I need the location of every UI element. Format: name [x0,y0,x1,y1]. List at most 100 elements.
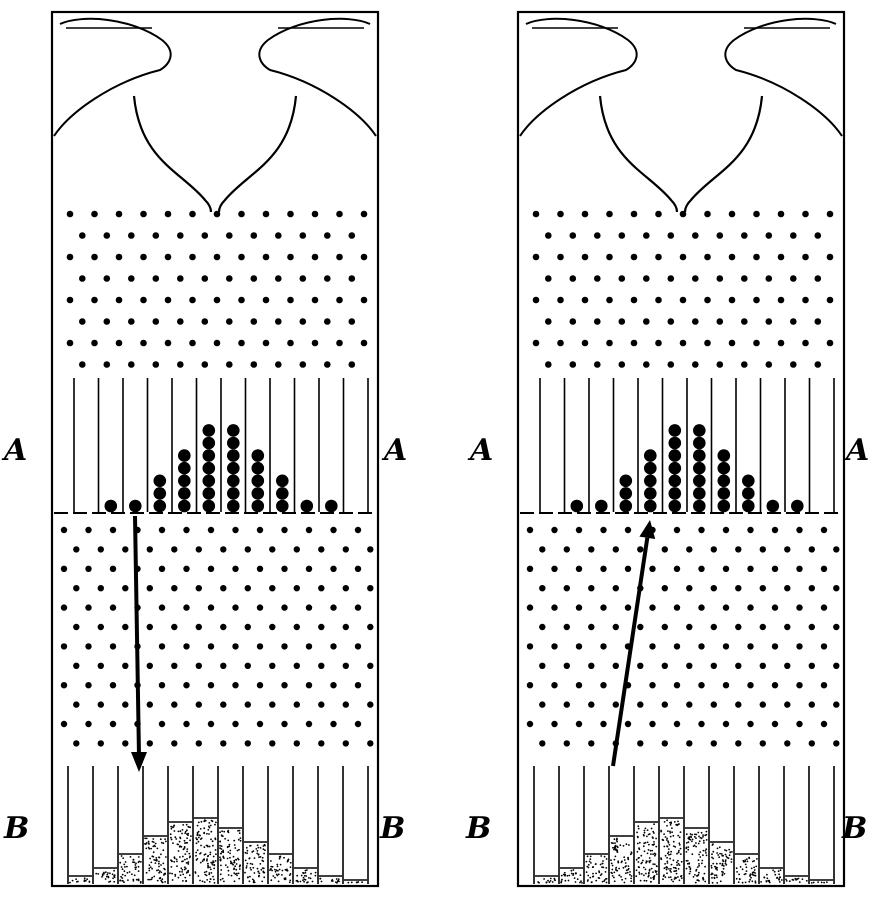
stipple [157,869,160,871]
pin [606,253,613,261]
stipple [724,859,727,862]
stipple [208,825,210,828]
pin [802,253,809,261]
pin [60,720,68,728]
stipple [646,835,648,838]
stipple [197,836,200,839]
stipple [164,838,167,840]
stipple [128,871,131,873]
stipple [638,848,641,851]
stipple [678,836,681,839]
pin [833,740,840,747]
stipple [645,861,647,864]
stipple [703,842,705,844]
lower-bins [533,766,835,884]
stipple [235,863,238,865]
stipple [249,862,252,865]
stipple [698,871,700,874]
ball [668,436,682,450]
stipple [104,878,107,880]
pin [790,232,797,239]
stipple [688,872,691,875]
stipple [694,874,696,876]
stipple [156,869,158,872]
pin [91,339,98,347]
stipple [171,872,174,875]
stipple [636,835,639,838]
pin [588,701,595,708]
pin [122,740,129,747]
stipple [311,880,314,883]
stipple [778,881,781,883]
stipple [695,868,698,871]
bin-fill [269,853,292,884]
pin [563,701,570,708]
stipple [595,872,597,875]
pin [539,546,546,553]
stipple [760,881,762,883]
stipple [635,869,638,872]
pin [594,275,601,282]
stipple [669,857,671,860]
stipple [669,835,672,838]
pin [207,604,215,611]
stipple [697,859,700,862]
stipple [206,859,208,862]
stipple [170,836,172,839]
stipple [660,858,663,861]
stipple [778,873,780,876]
stipple [785,878,787,881]
pin [275,318,282,325]
ball [693,499,706,513]
pin [73,546,80,553]
stipple [698,853,700,856]
stipple [644,841,647,844]
stipple [586,880,589,882]
stipple [224,864,227,867]
stipple [256,850,259,852]
stipple [196,833,199,835]
stipple [190,835,192,837]
pin [545,275,552,282]
stipple [133,874,136,877]
stipple [186,858,188,860]
stipple [124,874,127,877]
stipple [697,879,699,882]
stipple [691,853,694,856]
pin [311,253,319,261]
stipple [119,861,122,864]
stipple [305,875,308,877]
stipple [185,880,187,883]
stipple [158,860,160,863]
stipple [181,832,183,835]
stipple [605,881,608,884]
stipple [162,849,165,852]
stipple [170,866,173,868]
stipple [672,880,674,883]
pin [336,339,343,347]
stipple [665,839,668,841]
pin [109,682,117,689]
stipple [668,853,670,856]
stipple [95,872,98,875]
stipple [297,880,299,883]
stipple [139,881,142,884]
stipple [172,842,174,844]
pin [299,361,307,368]
stipple [678,842,681,845]
pin [354,526,362,534]
pin [722,682,730,689]
pin [722,604,730,611]
stipple [361,881,363,884]
lower-bins [67,766,369,884]
stipple [630,851,633,854]
stipple [88,880,91,883]
pin [545,361,552,368]
pin [667,232,675,239]
pin [73,701,80,708]
board-frame [50,10,380,888]
stipple [181,871,184,873]
pin [195,662,202,669]
pin [655,253,662,261]
pin [588,546,595,553]
